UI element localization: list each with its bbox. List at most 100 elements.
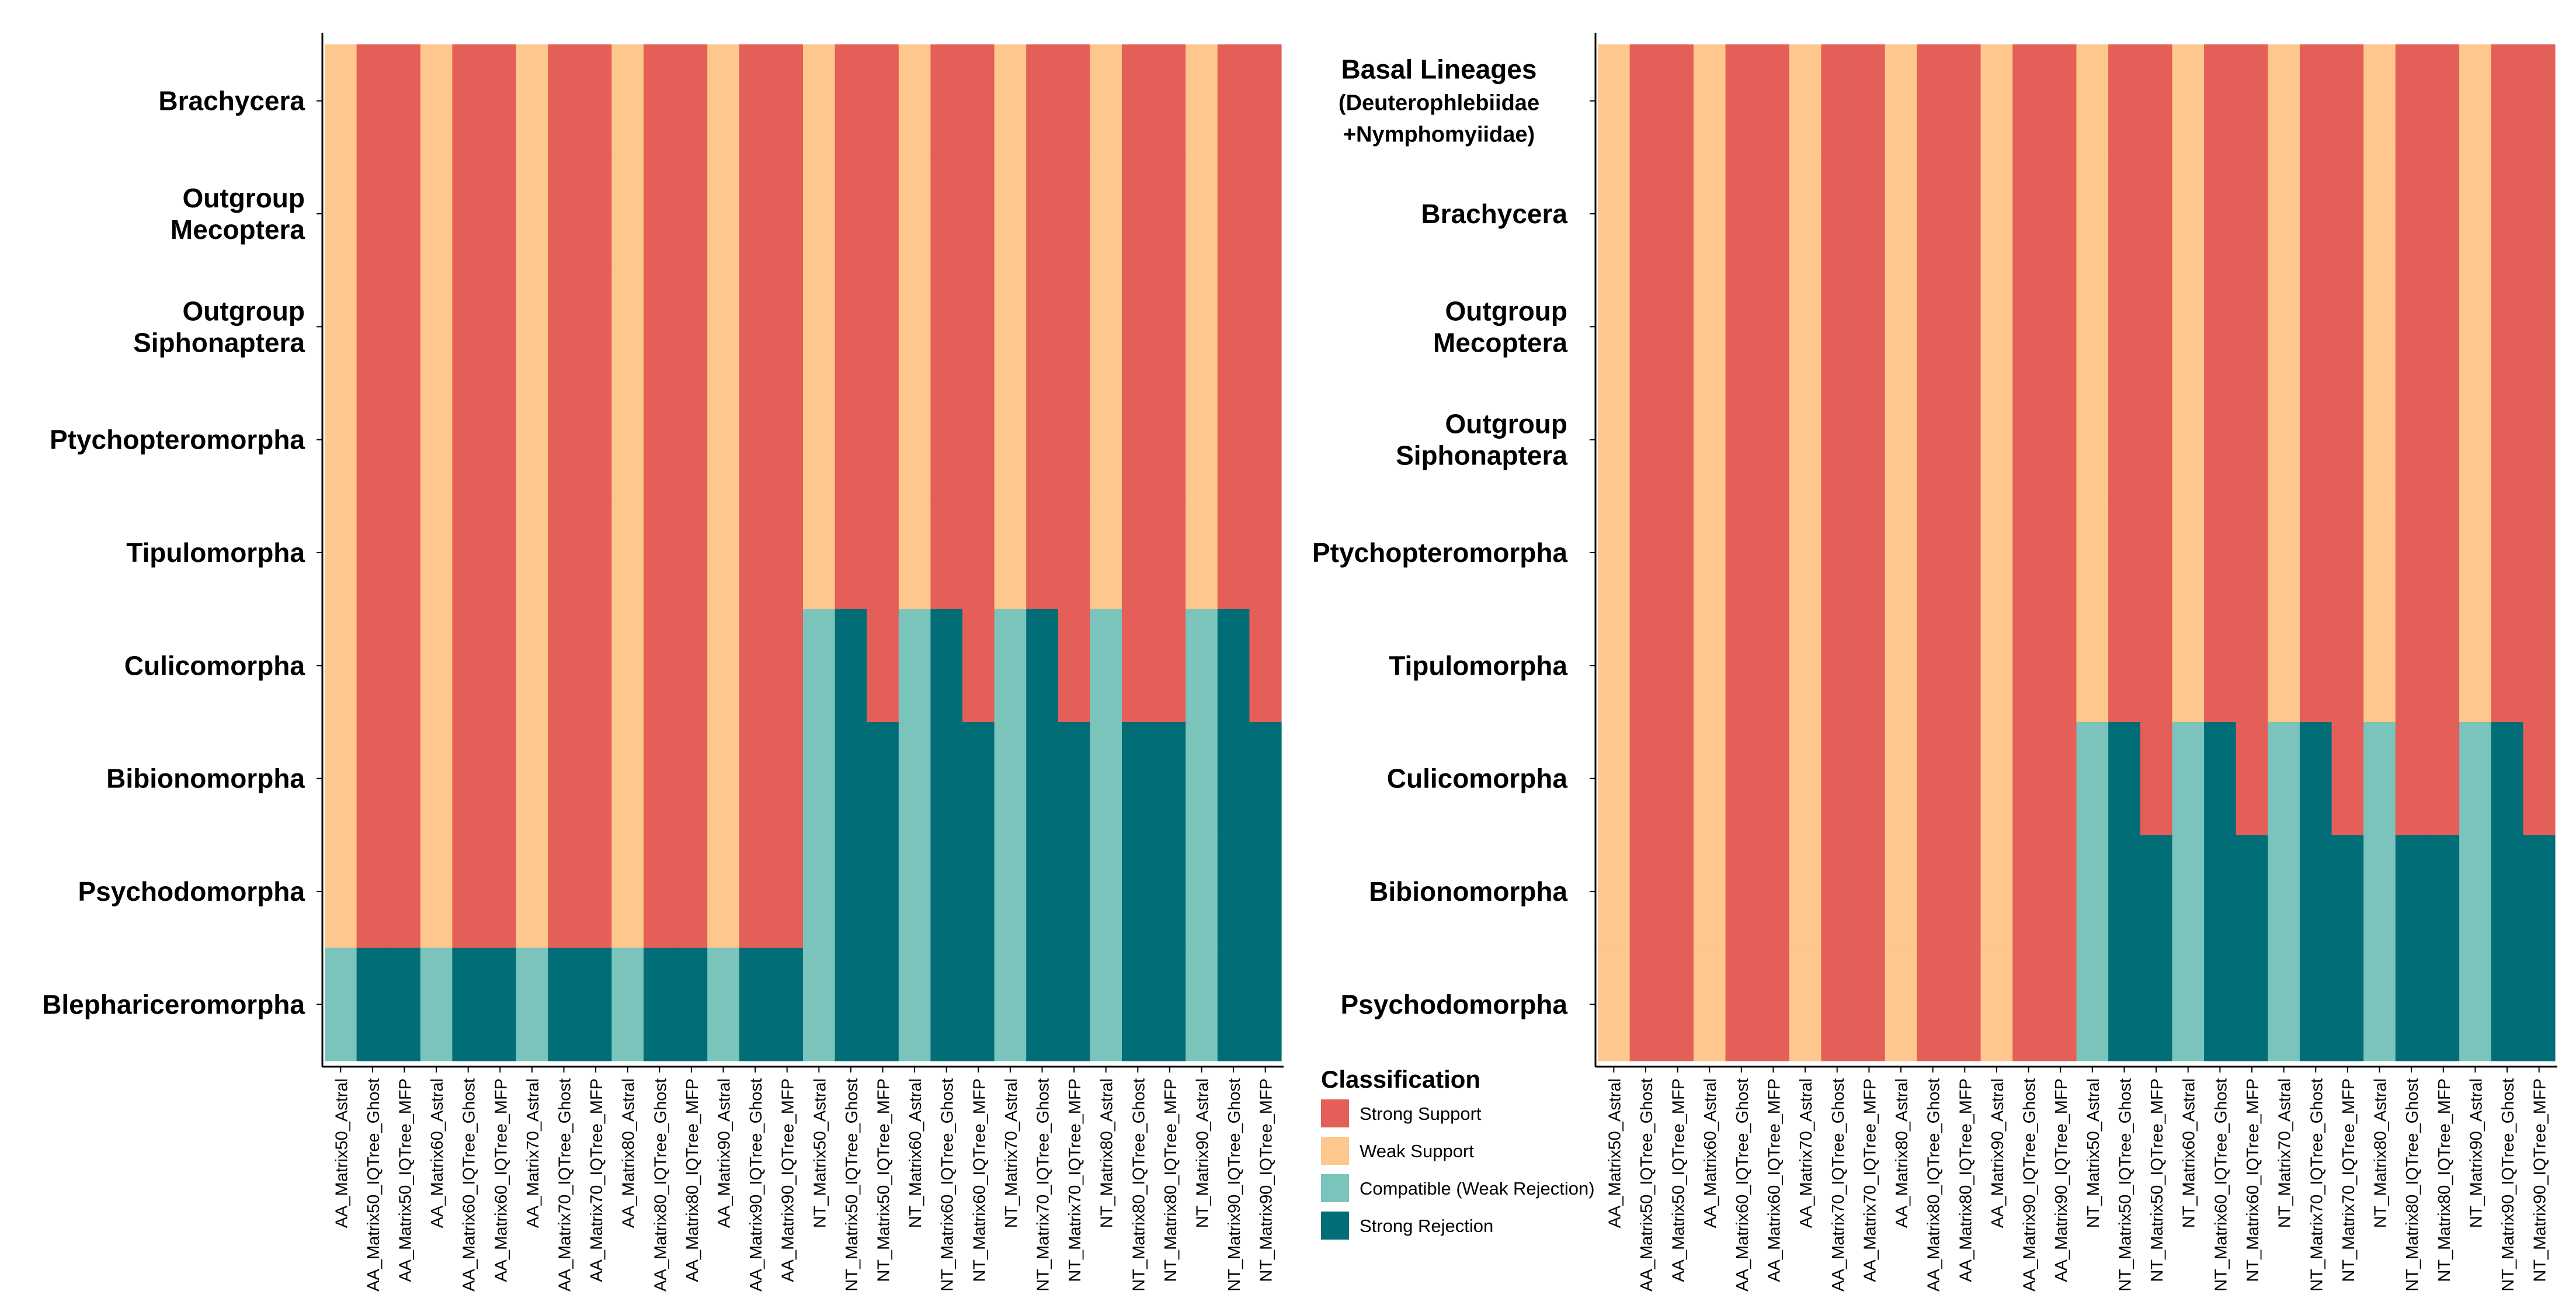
- heatmap-cell: [1026, 496, 1059, 610]
- heatmap-cell: [1789, 835, 1822, 949]
- x-tick-label: NT_Matrix90_Astral: [1194, 1078, 1212, 1228]
- heatmap-cell: [1980, 835, 2013, 949]
- y-tick-label: Bibionomorpha: [106, 763, 305, 794]
- heatmap-cell: [644, 383, 676, 497]
- heatmap-cell: [644, 722, 676, 835]
- heatmap-cell: [1885, 722, 1917, 835]
- heatmap-cell: [2299, 948, 2332, 1061]
- heatmap-cell: [2140, 383, 2172, 497]
- heatmap-cell: [2076, 157, 2109, 271]
- heatmap-cell: [962, 157, 995, 271]
- heatmap-cell: [1853, 270, 1886, 384]
- heatmap-cell: [2012, 835, 2045, 949]
- heatmap-cell: [962, 835, 995, 949]
- heatmap-cell: [1948, 609, 1981, 723]
- heatmap-cell: [611, 270, 644, 384]
- heatmap-cell: [611, 835, 644, 949]
- heatmap-cell: [579, 44, 612, 158]
- heatmap-cell: [2299, 270, 2332, 384]
- heatmap-cell: [1821, 948, 1854, 1061]
- heatmap-cell: [2268, 722, 2300, 835]
- heatmap-cell: [579, 609, 612, 723]
- heatmap-cell: [2523, 496, 2556, 610]
- heatmap-cell: [994, 496, 1027, 610]
- x-tick-label: NT_Matrix50_Astral: [811, 1078, 829, 1228]
- heatmap-cell: [1026, 157, 1059, 271]
- heatmap-cell: [388, 44, 421, 158]
- y-tick-label: Mecoptera: [171, 214, 305, 245]
- heatmap-cell: [2523, 383, 2556, 497]
- heatmap-cell: [675, 383, 708, 497]
- heatmap-cell: [388, 157, 421, 271]
- heatmap-cell: [2236, 44, 2268, 158]
- heatmap-cell: [1122, 270, 1155, 384]
- heatmap-cell: [930, 157, 963, 271]
- heatmap-cell: [1153, 496, 1186, 610]
- heatmap-cell: [1186, 496, 1218, 610]
- heatmap-cell: [2395, 609, 2428, 723]
- heatmap-cell: [994, 835, 1027, 949]
- heatmap-cell: [835, 383, 867, 497]
- heatmap-cell: [1090, 496, 1122, 610]
- heatmap-cell: [2204, 496, 2237, 610]
- heatmap-cell: [1885, 835, 1917, 949]
- legend-swatch: [1321, 1174, 1349, 1202]
- heatmap-cell: [1948, 44, 1981, 158]
- x-tick-label: AA_Matrix70_IQTree_Ghost: [1829, 1078, 1848, 1292]
- heatmap-cell: [1249, 383, 1282, 497]
- heatmap-cell: [1789, 44, 1822, 158]
- heatmap-cell: [962, 948, 995, 1061]
- heatmap-cell: [2363, 44, 2396, 158]
- heatmap-cell: [1661, 270, 1694, 384]
- heatmap-cell: [1917, 948, 1949, 1061]
- heatmap-cell: [2236, 835, 2268, 949]
- heatmap-cell: [2204, 609, 2237, 723]
- heatmap-cell: [1917, 835, 1949, 949]
- heatmap-cell: [867, 44, 899, 158]
- heatmap-cell: [2491, 496, 2523, 610]
- y-tick-label: +Nymphomyiidae): [1343, 123, 1535, 147]
- heatmap-cell: [2363, 722, 2396, 835]
- heatmap-cell: [1217, 496, 1250, 610]
- heatmap-cell: [2523, 270, 2556, 384]
- x-tick-label: AA_Matrix80_IQTree_Ghost: [1925, 1078, 1944, 1292]
- heatmap-cell: [2236, 383, 2268, 497]
- heatmap-cell: [898, 722, 931, 835]
- heatmap-cell: [2108, 835, 2141, 949]
- heatmap-cell: [771, 496, 804, 610]
- x-tick-label: NT_Matrix50_IQTree_Ghost: [843, 1078, 861, 1292]
- heatmap-cell: [2012, 496, 2045, 610]
- heatmap-cell: [325, 270, 357, 384]
- heatmap-cell: [1757, 609, 1790, 723]
- heatmap-cell: [484, 383, 517, 497]
- heatmap-cell: [2076, 835, 2109, 949]
- heatmap-cell: [2268, 157, 2300, 271]
- heatmap-cell: [2204, 948, 2237, 1061]
- heatmap-cell: [1217, 270, 1250, 384]
- heatmap-cell: [2395, 948, 2428, 1061]
- x-tick-label: NT_Matrix70_IQTree_MFP: [2339, 1078, 2358, 1282]
- heatmap-cell: [1917, 157, 1949, 271]
- heatmap-cell: [2140, 44, 2172, 158]
- heatmap-cell: [1122, 835, 1155, 949]
- heatmap-cell: [644, 496, 676, 610]
- heatmap-cell: [1122, 157, 1155, 271]
- x-tick-label: NT_Matrix70_IQTree_Ghost: [2307, 1078, 2326, 1292]
- heatmap-cell: [1153, 722, 1186, 835]
- heatmap-cell: [579, 722, 612, 835]
- heatmap-cell: [1026, 609, 1059, 723]
- heatmap-cell: [611, 44, 644, 158]
- heatmap-cell: [2268, 835, 2300, 949]
- heatmap-cell: [1629, 496, 1662, 610]
- heatmap-cell: [1629, 722, 1662, 835]
- heatmap-cell: [1853, 609, 1886, 723]
- heatmap-cell: [675, 270, 708, 384]
- heatmap-cell: [1693, 609, 1726, 723]
- heatmap-cell: [2331, 722, 2364, 835]
- x-tick-label: NT_Matrix90_IQTree_Ghost: [1225, 1078, 1244, 1292]
- heatmap-cell: [2012, 44, 2045, 158]
- x-tick-label: AA_Matrix50_Astral: [332, 1078, 351, 1228]
- x-tick-label: AA_Matrix90_IQTree_Ghost: [747, 1078, 766, 1292]
- heatmap-cell: [1948, 722, 1981, 835]
- heatmap-cell: [675, 496, 708, 610]
